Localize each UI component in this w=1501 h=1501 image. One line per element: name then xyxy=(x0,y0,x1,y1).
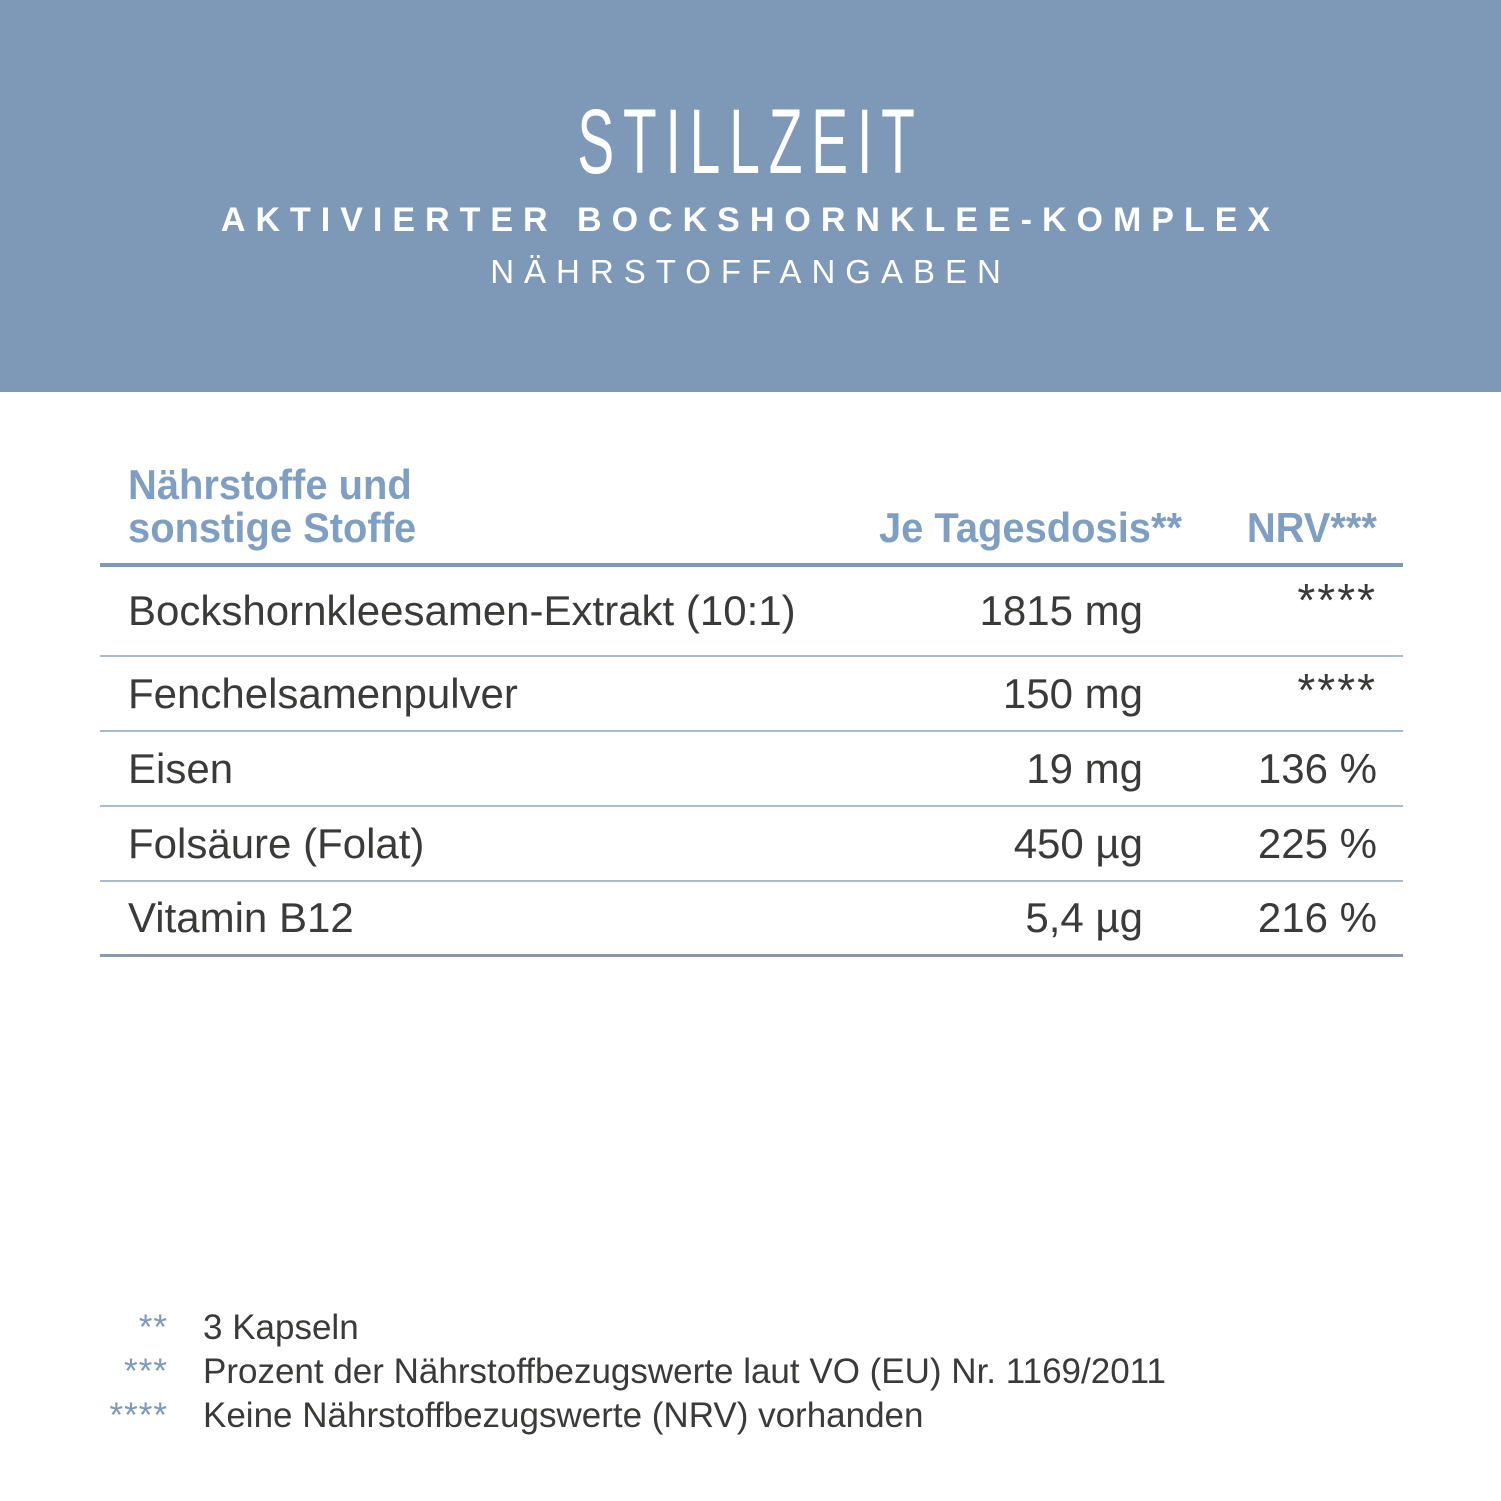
footnote-text: 3 Kapseln xyxy=(203,1308,359,1347)
column-header-nutrients-line1: Nährstoffe und xyxy=(128,461,412,508)
row-label: Folsäure (Folat) xyxy=(128,819,425,867)
table-row: Eisen 19 mg 136 % xyxy=(100,732,1403,807)
footnote-marker: ** xyxy=(138,1308,168,1347)
column-header-nutrients-line2: sonstige Stoffe xyxy=(128,504,417,551)
row-amount: 150 mg xyxy=(1002,669,1143,717)
row-label: Fenchelsamenpulver xyxy=(128,669,518,717)
row-label: Eisen xyxy=(128,744,234,792)
table-row: Fenchelsamenpulver 150 mg **** xyxy=(100,657,1403,732)
row-nrv: **** xyxy=(1297,664,1377,716)
product-title: STILLZEIT xyxy=(577,91,924,193)
footnote-marker: *** xyxy=(124,1352,168,1391)
footnote-item: *** Prozent der Nährstoffbezugswerte lau… xyxy=(100,1350,1166,1394)
row-nrv: 216 % xyxy=(1257,894,1377,941)
row-nrv: 225 % xyxy=(1257,819,1377,867)
footnote-text: Keine Nährstoffbezugswerte (NRV) vorhand… xyxy=(203,1396,924,1435)
footnote-item: **** Keine Nährstoffbezugswerte (NRV) vo… xyxy=(100,1394,1166,1438)
table-body: Bockshornkleesamen-Extrakt (10:1) 1815 m… xyxy=(100,563,1403,957)
table-row: Vitamin B12 5,4 µg 216 % xyxy=(100,882,1403,957)
row-label: Bockshornkleesamen-Extrakt (10:1) xyxy=(128,587,796,634)
row-nrv: 136 % xyxy=(1257,744,1377,792)
table-row: Folsäure (Folat) 450 µg 225 % xyxy=(100,807,1403,882)
footnote-item: ** 3 Kapseln xyxy=(100,1306,1166,1350)
column-header-nutrients: Nährstoffe und sonstige Stoffe xyxy=(100,463,863,549)
footnotes: ** 3 Kapseln *** Prozent der Nährstoffbe… xyxy=(100,1306,1166,1438)
row-nrv: **** xyxy=(1297,574,1377,626)
table-header-row: Nährstoffe und sonstige Stoffe Je Tagesd… xyxy=(100,463,1403,563)
product-subtitle: AKTIVIERTER BOCKSHORNKLEE-KOMPLEX xyxy=(220,201,1281,239)
row-amount: 1815 mg xyxy=(979,587,1143,634)
row-label: Vitamin B12 xyxy=(128,894,354,941)
section-label: NÄHRSTOFFANGABEN xyxy=(490,253,1011,290)
row-amount: 450 µg xyxy=(1013,819,1143,867)
column-header-dose: Je Tagesdosis** xyxy=(878,504,1183,551)
column-header-nrv: NRV*** xyxy=(1246,504,1377,551)
table-row: Bockshornkleesamen-Extrakt (10:1) 1815 m… xyxy=(100,567,1403,657)
row-amount: 19 mg xyxy=(1026,744,1143,792)
nutrition-table: Nährstoffe und sonstige Stoffe Je Tagesd… xyxy=(100,463,1403,957)
row-amount: 5,4 µg xyxy=(1025,894,1143,941)
footnote-marker: **** xyxy=(109,1396,168,1435)
header-banner: STILLZEIT AKTIVIERTER BOCKSHORNKLEE-KOMP… xyxy=(0,0,1501,392)
footnote-text: Prozent der Nährstoffbezugswerte laut VO… xyxy=(203,1352,1166,1391)
